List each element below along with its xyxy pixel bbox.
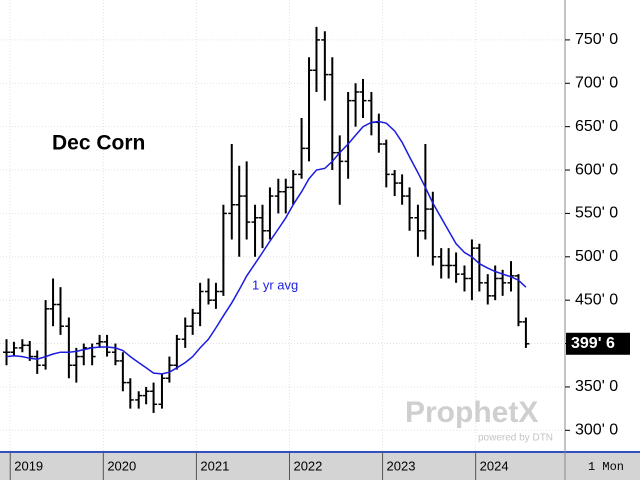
chart-title: Dec Corn <box>52 132 145 155</box>
y-tick-label: 500' 0 <box>575 248 618 265</box>
ohlc-bar <box>460 265 468 292</box>
ohlc-bar <box>219 204 227 296</box>
ohlc-bar <box>289 170 297 205</box>
ohlc-bar <box>243 161 251 240</box>
last-price-box <box>566 332 630 355</box>
time-axis-band <box>0 452 640 480</box>
y-tick-label: 650' 0 <box>575 118 618 135</box>
moving-average-line <box>6 120 527 375</box>
ohlc-bar <box>228 144 236 240</box>
ohlc-bar <box>150 382 158 413</box>
ohlc-bar <box>305 57 313 162</box>
ohlc-bar <box>445 248 453 279</box>
ohlc-bar <box>80 343 88 366</box>
ohlc-bar <box>258 204 266 249</box>
ohlc-bar <box>352 83 360 127</box>
ohlc-bar <box>274 178 282 214</box>
ohlc-bar <box>282 178 290 214</box>
ohlc-bar <box>266 187 274 240</box>
ohlc-bar <box>437 248 445 279</box>
ma-label: 1 yr avg <box>252 277 298 292</box>
y-tick-label: 350' 0 <box>575 378 618 395</box>
watermark-sub: powered by DTN <box>478 433 553 444</box>
ohlc-bar <box>452 252 460 283</box>
ohlc-bar <box>181 317 189 348</box>
interval-label: 1 Mon <box>588 460 624 474</box>
ohlc-bar <box>189 308 197 335</box>
ohlc-bar <box>514 274 522 327</box>
grid <box>0 0 565 452</box>
y-tick-label: 550' 0 <box>575 205 618 222</box>
ohlc-bar <box>33 350 41 374</box>
x-tick-label: 2021 <box>200 458 229 473</box>
ohlc-bar <box>475 243 483 292</box>
ohlc-bar <box>49 278 57 327</box>
ohlc-bar <box>57 287 65 335</box>
ohlc-bar <box>406 187 414 231</box>
ohlc-bar <box>205 278 213 305</box>
ohlc-bar <box>42 300 50 370</box>
ohlc-bar <box>312 26 320 92</box>
ohlc-bar <box>421 144 429 240</box>
ohlc-bar <box>165 356 173 383</box>
ohlc-bar <box>10 341 18 357</box>
ohlc-bar <box>212 282 220 309</box>
y-tick-label: 300' 0 <box>575 422 618 439</box>
y-tick-label: 750' 0 <box>575 31 618 48</box>
ohlc-bar <box>72 347 80 383</box>
ohlc-bar <box>196 282 204 327</box>
ohlc-bar <box>484 274 492 305</box>
y-tick-label: 450' 0 <box>575 291 618 308</box>
last-price-label: 399' 6 <box>571 335 615 352</box>
ohlc-bar <box>18 339 26 353</box>
ohlc-bar <box>522 317 530 348</box>
ohlc-bar <box>468 239 476 301</box>
ohlc-bar <box>251 204 259 257</box>
ohlc-bar <box>65 317 73 379</box>
ohlc-bar <box>391 170 399 197</box>
y-tick-label: 600' 0 <box>575 161 618 178</box>
ohlc-bar <box>126 378 134 409</box>
ohlc-bar <box>173 334 181 370</box>
x-tick-label: 2020 <box>107 458 136 473</box>
ohlc-bar <box>398 174 406 205</box>
watermark: ProphetX <box>405 396 538 429</box>
ohlc-bar <box>359 78 367 118</box>
ohlc-bar <box>119 352 127 392</box>
ohlc-bar <box>298 117 306 179</box>
ohlc-bar <box>135 391 143 409</box>
ohlc-bar <box>344 91 352 179</box>
ohlc-bar <box>235 165 243 257</box>
ohlc-bar <box>103 334 111 357</box>
ohlc-bar <box>328 57 336 171</box>
x-tick-label: 2022 <box>293 458 322 473</box>
ohlc-bar <box>96 334 104 348</box>
x-tick-label: 2023 <box>387 458 416 473</box>
ohlc-bar <box>142 386 150 405</box>
ohlc-bar <box>382 139 390 188</box>
ohlc-bar <box>3 339 11 366</box>
ohlc-bar <box>158 373 166 409</box>
ohlc-bar <box>321 31 329 101</box>
ohlc-bar <box>414 204 422 257</box>
x-tick-label: 2024 <box>480 458 509 473</box>
x-tick-label: 2019 <box>14 458 43 473</box>
y-tick-label: 700' 0 <box>575 75 618 92</box>
